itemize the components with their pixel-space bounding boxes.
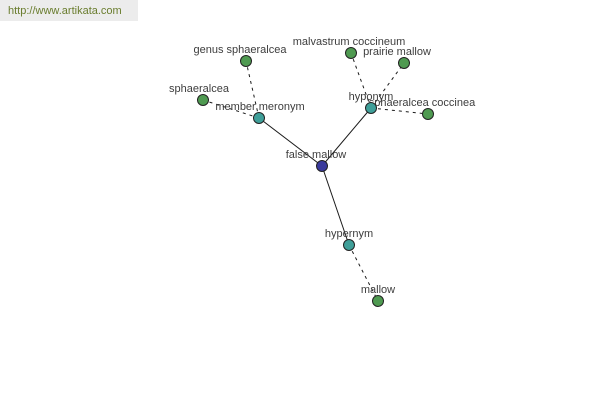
address-bar[interactable]: http://www.artikata.com <box>0 0 138 21</box>
edges-layer <box>202 52 429 302</box>
node-label-hypernym: hypernym <box>325 228 373 240</box>
nodes-layer <box>197 47 434 307</box>
edge-false-mallow-hypernym <box>321 165 350 246</box>
node-prairie-mallow[interactable] <box>398 57 410 69</box>
node-member-meronym[interactable] <box>253 112 265 124</box>
node-mallow[interactable] <box>372 295 384 307</box>
labels-layer: genus sphaeralcea sphaeralcea member meron… <box>169 36 476 296</box>
address-bar-url: http://www.artikata.com <box>8 4 122 17</box>
node-sphaeralcea-coccinea[interactable] <box>422 108 434 120</box>
node-label-member-meronym: member meronym <box>215 101 304 113</box>
edge-member-meronym-sphaeralcea <box>202 99 260 119</box>
node-label-hyponym: hyponym <box>349 91 394 103</box>
edge-member-meronym-genus-sphaeralcea <box>245 60 260 119</box>
node-malvastrum-coccineum[interactable] <box>345 47 357 59</box>
edge-hyponym-prairie-mallow <box>370 62 405 109</box>
node-genus-sphaeralcea[interactable] <box>240 55 252 67</box>
node-label-genus-sphaeralcea: genus sphaeralcea <box>194 44 288 56</box>
edge-false-mallow-member-meronym <box>258 117 323 167</box>
node-label-prairie-mallow: prairie mallow <box>363 46 431 58</box>
edge-hyponym-sphaeralcea-coccinea <box>370 107 429 115</box>
node-sphaeralcea[interactable] <box>197 94 209 106</box>
node-label-sphaeralcea-coccinea: sphaeralcea coccinea <box>369 97 476 109</box>
node-hyponym[interactable] <box>365 102 377 114</box>
node-label-false-mallow: false mallow <box>286 149 347 161</box>
edge-false-mallow-hyponym <box>321 107 372 167</box>
node-hypernym[interactable] <box>343 239 355 251</box>
node-label-sphaeralcea: sphaeralcea <box>169 83 230 95</box>
node-label-malvastrum-coccineum: malvastrum coccineum <box>293 36 405 48</box>
edge-hyponym-malvastrum-coccineum <box>350 52 372 109</box>
node-false-mallow[interactable] <box>316 160 328 172</box>
node-label-mallow: mallow <box>361 284 395 296</box>
